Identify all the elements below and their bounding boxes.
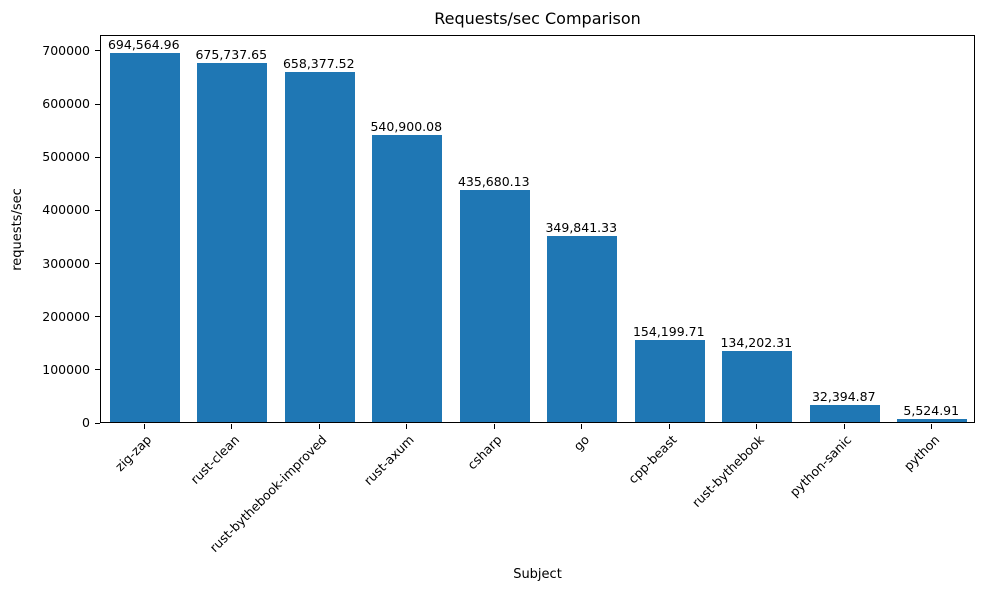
chart-title: Requests/sec Comparison [434,9,641,28]
y-tick-mark [95,103,100,105]
x-tick-mark [493,424,495,429]
x-tick-mark [843,424,845,429]
x-tick-label: python-sanic [786,432,855,500]
x-tick-mark [668,424,670,429]
x-tick-mark [931,424,933,429]
y-tick-label: 600000 [42,96,90,112]
y-tick-label: 400000 [42,202,90,218]
bar-value-label: 658,377.52 [282,56,355,72]
bar-value-label: 134,202.31 [720,334,793,350]
bar-value-label: 435,680.13 [457,174,530,190]
bar-python [897,419,968,422]
y-tick-mark [95,156,100,158]
x-tick-label: zig-zap [112,432,155,475]
bar-value-label: 675,737.65 [195,46,268,62]
bar-rust-bythebook [722,350,793,422]
bar-python-sanic [809,404,880,422]
y-tick-label: 500000 [42,149,90,165]
bar-rust-axum [372,134,443,422]
bar-value-label: 32,394.87 [811,388,876,404]
x-tick-mark [406,424,408,429]
x-tick-label: rust-axum [360,432,417,488]
y-tick-mark [95,263,100,265]
x-tick-label: cpp-beast [624,432,680,487]
plot-area [100,35,975,423]
bar-rust-bythebook-improved [284,72,355,422]
bar-value-label: 349,841.33 [545,220,618,236]
bar-value-label: 540,900.08 [370,118,443,134]
bar-go [547,236,618,422]
bar-cpp-beast [634,340,705,422]
x-tick-mark [143,424,145,429]
x-tick-mark [581,424,583,429]
bar-value-label: 154,199.71 [632,324,705,340]
bar-value-label: 5,524.91 [903,403,960,419]
y-tick-label: 100000 [42,361,90,377]
y-tick-label: 0 [82,415,90,430]
y-tick-mark [95,369,100,371]
y-tick-label: 200000 [42,308,90,324]
y-tick-label: 300000 [42,255,90,271]
bar-csharp [459,190,530,422]
y-tick-mark [95,50,100,52]
bar-rust-clean [197,62,268,422]
x-tick-label: rust-clean [186,432,242,487]
y-tick-mark [95,316,100,318]
y-tick-mark [95,422,100,424]
x-tick-mark [231,424,233,429]
bar-value-label: 694,564.96 [107,36,180,52]
x-tick-label: csharp [464,432,505,473]
x-axis-label: Subject [513,567,562,582]
x-tick-mark [756,424,758,429]
x-tick-label: python [900,432,942,474]
y-tick-mark [95,209,100,211]
x-tick-label: rust-bythebook [688,432,767,511]
x-tick-label: go [570,432,592,454]
x-tick-mark [318,424,320,429]
y-tick-label: 700000 [42,42,90,58]
bar-zig-zap [109,52,180,422]
